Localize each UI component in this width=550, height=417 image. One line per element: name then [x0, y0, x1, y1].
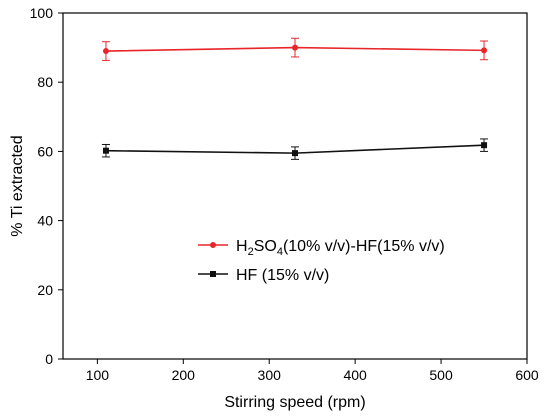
data-point — [102, 48, 109, 55]
x-tick-label: 200 — [172, 367, 196, 383]
legend-swatch-marker — [210, 271, 216, 277]
x-tick-label: 100 — [86, 367, 110, 383]
y-axis: 0 20 40 60 80 100 — [30, 5, 63, 367]
series-layer — [101, 37, 489, 160]
data-point — [292, 150, 298, 157]
legend-label-part: 2 — [248, 246, 254, 258]
legend-swatch-marker — [210, 242, 216, 248]
y-tick-label: 40 — [37, 213, 53, 229]
x-tick-label: 500 — [429, 367, 453, 383]
y-tick-label: 80 — [37, 74, 53, 90]
y-tick-label: 60 — [37, 143, 53, 159]
legend: H2SO4(10% v/v)-HF(15% v/v) HF (15% v/v) — [198, 238, 445, 284]
y-axis-label: % Ti extracted — [9, 135, 26, 236]
y-tick-label: 20 — [37, 282, 53, 298]
series-1 — [101, 138, 489, 160]
x-axis-label: Stirring speed (rpm) — [224, 394, 365, 411]
y-tick-label: 0 — [45, 351, 53, 367]
data-point — [481, 47, 488, 54]
data-point — [102, 147, 109, 154]
legend-label-part: SO — [254, 238, 277, 255]
legend-item-1: HF (15% v/v) — [198, 267, 329, 284]
x-tick-label: 600 — [515, 367, 539, 383]
y-tick-label: 100 — [30, 5, 54, 21]
x-tick-label: 300 — [258, 367, 282, 383]
series-0 — [101, 37, 489, 61]
x-axis: 100 200 300 400 500 600 — [86, 359, 539, 383]
legend-item-0: H2SO4(10% v/v)-HF(15% v/v) — [198, 238, 445, 258]
data-point — [481, 142, 488, 149]
plot-frame — [62, 12, 528, 360]
data-point — [292, 44, 298, 51]
legend-label-part: 4 — [277, 246, 283, 258]
legend-label-part: H — [236, 238, 248, 255]
x-tick-label: 400 — [343, 367, 367, 383]
legend-label: H2SO4(10% v/v)-HF(15% v/v) — [236, 238, 445, 258]
legend-label: HF (15% v/v) — [236, 267, 329, 284]
legend-label-part: (10% v/v)-HF(15% v/v) — [283, 238, 445, 255]
